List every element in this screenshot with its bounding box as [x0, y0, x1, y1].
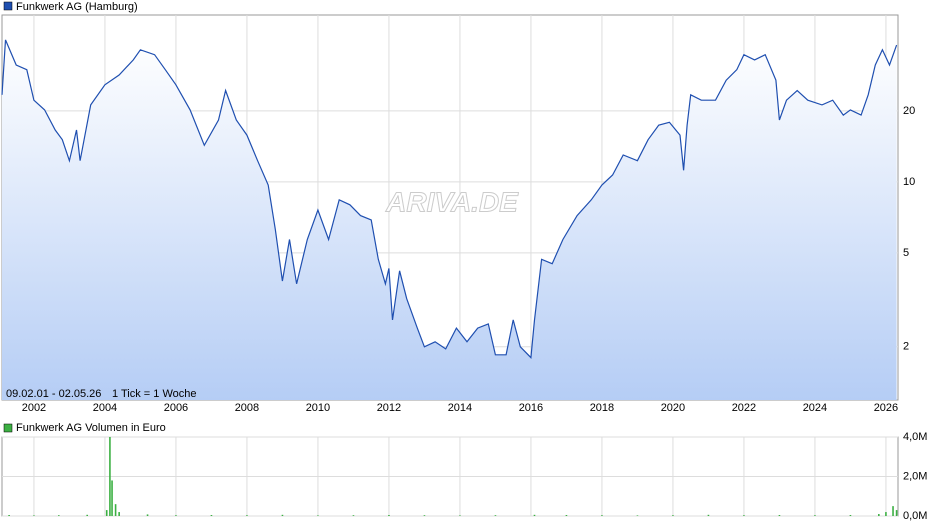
legend-swatch — [3, 423, 13, 433]
legend-label: Funkwerk AG Volumen in Euro — [16, 422, 166, 434]
volume-bar — [118, 512, 120, 516]
volume-bar — [8, 515, 10, 516]
annotation: 09.02.01 - 02.05.26 — [6, 388, 101, 400]
x-tick-label: 2020 — [661, 402, 685, 414]
legend-swatch — [3, 1, 13, 11]
volume-bar — [210, 515, 213, 516]
volume-bar — [601, 515, 603, 516]
x-tick-label: 2012 — [377, 402, 401, 414]
volume-bar — [109, 437, 111, 516]
price-line — [1, 39, 898, 359]
x-tick-label: 2006 — [164, 402, 188, 414]
volume-bar — [175, 515, 177, 516]
volume-bar — [672, 515, 674, 516]
x-tick-label: 2010 — [306, 402, 330, 414]
volume-bar — [533, 514, 536, 516]
x-tick-label: 2026 — [874, 402, 898, 414]
y-tick-label: 10 — [903, 176, 915, 188]
volume-bar — [565, 515, 568, 516]
volume-bar — [317, 515, 319, 516]
volume-bar — [778, 515, 781, 516]
y-tick-label: 2 — [903, 341, 909, 353]
volume-bar — [57, 515, 60, 516]
volume-bar — [281, 514, 284, 516]
y-tick-label: 5 — [903, 247, 909, 259]
volume-bar — [86, 514, 88, 516]
volume-bar — [814, 515, 816, 516]
volume-bar — [885, 512, 887, 516]
volume-bar — [33, 515, 35, 516]
volume-bar — [423, 515, 426, 516]
volume-bar — [114, 504, 117, 516]
volume-bar — [105, 510, 108, 516]
volume-bar — [743, 515, 745, 516]
legend-label: Funkwerk AG (Hamburg) — [16, 1, 138, 13]
y-tick-label: 0,0M — [903, 510, 927, 522]
x-tick-label: 2004 — [93, 402, 117, 414]
volume-bar — [849, 515, 852, 516]
x-tick-label: 2022 — [732, 402, 756, 414]
volume-bar — [146, 514, 149, 516]
volume-bar — [895, 510, 898, 516]
volume-bar — [636, 515, 639, 516]
x-tick-label: 2016 — [519, 402, 543, 414]
volume-bar — [707, 514, 710, 516]
volume-bar — [892, 506, 894, 516]
x-tick-label: 2018 — [590, 402, 614, 414]
area — [2, 39, 897, 401]
y-tick-label: 4,0M — [903, 431, 927, 443]
volume-bar — [246, 515, 248, 516]
volume-bar — [459, 515, 461, 516]
y-tick-label: 2,0M — [903, 470, 927, 482]
y-tick-label: 20 — [903, 105, 915, 117]
volume-bar — [352, 515, 355, 516]
volume-bar — [494, 515, 497, 516]
volume-bar — [878, 514, 880, 516]
x-tick-label: 2002 — [22, 402, 46, 414]
watermark: ARIVA.DE — [385, 186, 519, 217]
x-tick-label: 2024 — [803, 402, 827, 414]
volume-bar — [388, 515, 390, 516]
annotation: 1 Tick = 1 Woche — [112, 388, 196, 400]
x-tick-label: 2008 — [235, 402, 259, 414]
x-tick-label: 2014 — [448, 402, 472, 414]
volume-bar — [111, 480, 113, 516]
